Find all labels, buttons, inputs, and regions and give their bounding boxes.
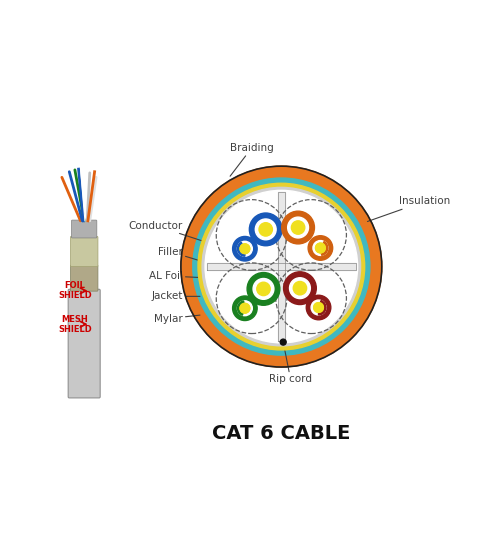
Circle shape <box>240 304 250 313</box>
Polygon shape <box>277 192 285 341</box>
Circle shape <box>315 243 325 253</box>
Wedge shape <box>238 243 245 256</box>
Text: Jacket: Jacket <box>151 292 200 301</box>
Wedge shape <box>319 300 326 315</box>
Circle shape <box>313 240 328 255</box>
Circle shape <box>314 302 324 312</box>
Text: FOIL
SHIELD: FOIL SHIELD <box>58 281 92 300</box>
Circle shape <box>314 302 324 312</box>
Text: Braiding: Braiding <box>230 143 274 176</box>
Circle shape <box>249 213 282 246</box>
FancyBboxPatch shape <box>68 289 100 398</box>
Circle shape <box>205 190 358 343</box>
Circle shape <box>238 241 252 256</box>
Circle shape <box>255 219 276 240</box>
Circle shape <box>280 339 286 345</box>
Circle shape <box>293 282 307 295</box>
Circle shape <box>193 178 370 355</box>
Text: MESH
SHIELD: MESH SHIELD <box>58 315 92 334</box>
Circle shape <box>291 221 305 234</box>
Circle shape <box>247 273 280 305</box>
Circle shape <box>240 304 250 313</box>
FancyBboxPatch shape <box>72 220 97 238</box>
Circle shape <box>257 282 270 295</box>
Circle shape <box>288 217 309 238</box>
Text: Conductor: Conductor <box>129 221 205 242</box>
Circle shape <box>308 236 333 260</box>
Text: AL Foil: AL Foil <box>149 271 204 281</box>
Circle shape <box>253 278 274 299</box>
Circle shape <box>240 244 250 254</box>
Circle shape <box>233 296 257 321</box>
Circle shape <box>306 295 331 320</box>
Circle shape <box>289 278 311 299</box>
Circle shape <box>315 243 325 253</box>
Polygon shape <box>207 263 356 270</box>
Circle shape <box>284 272 316 305</box>
Text: CAT 6 CABLE: CAT 6 CABLE <box>212 425 350 443</box>
Wedge shape <box>238 301 244 315</box>
Circle shape <box>233 236 257 261</box>
Wedge shape <box>321 241 328 255</box>
Circle shape <box>240 244 250 254</box>
Circle shape <box>238 301 252 316</box>
Circle shape <box>202 188 360 346</box>
Circle shape <box>311 300 326 315</box>
Circle shape <box>259 223 273 236</box>
Circle shape <box>181 166 382 367</box>
FancyBboxPatch shape <box>71 236 98 267</box>
Text: Filler: Filler <box>158 247 205 262</box>
Circle shape <box>198 183 365 350</box>
FancyBboxPatch shape <box>71 265 98 291</box>
Text: Rip cord: Rip cord <box>269 343 312 384</box>
Text: Insulation: Insulation <box>368 196 450 222</box>
Circle shape <box>282 211 314 244</box>
Text: Mylar: Mylar <box>154 314 200 323</box>
